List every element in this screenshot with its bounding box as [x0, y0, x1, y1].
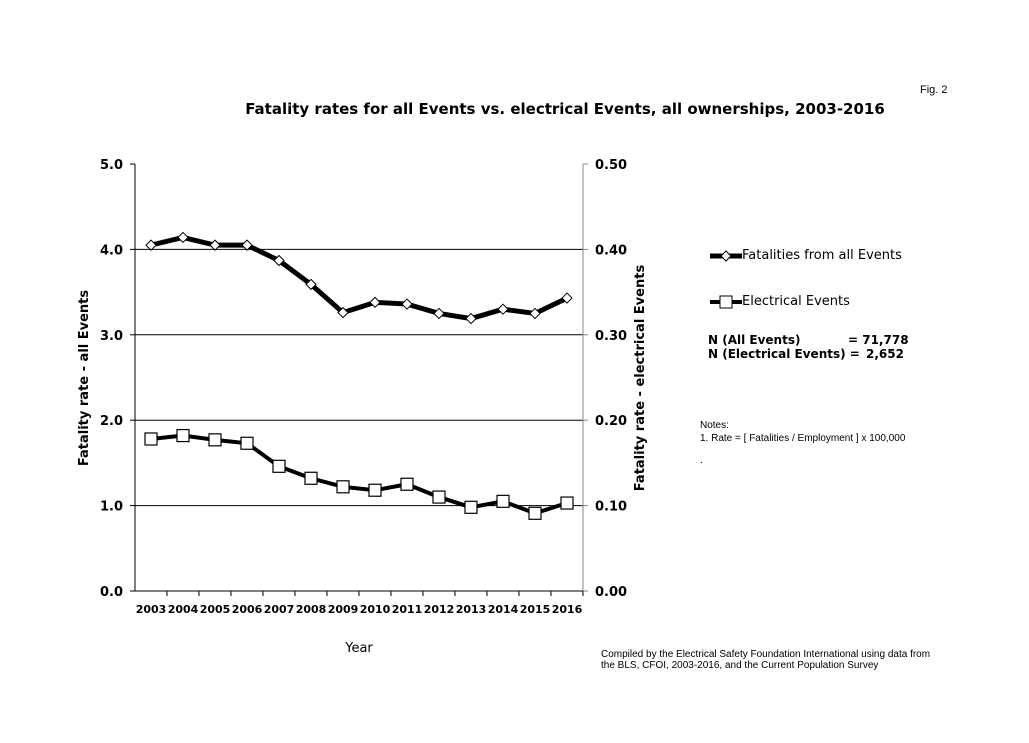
legend-label-all: Fatalities from all Events — [742, 248, 902, 263]
data-point-diamond — [529, 307, 541, 320]
x-axis-label: Year — [344, 641, 373, 656]
x-tick-label: 2012 — [424, 603, 455, 616]
data-point-diamond — [273, 254, 285, 267]
data-point-square — [528, 506, 542, 520]
legend-label-electrical: Electrical Events — [742, 294, 850, 309]
y-tick-right: 0.50 — [595, 158, 627, 173]
figure-label: Fig. 2 — [920, 84, 948, 96]
data-point-diamond — [145, 239, 157, 251]
data-point-square — [144, 432, 158, 446]
n-electrical-label: N (Electrical Events) = — [708, 347, 860, 361]
y-axis-label-right: Fatality rate - electrical Events — [633, 265, 648, 492]
source-line-2: the BLS, CFOI, 2003-2016, and the Curren… — [601, 660, 879, 671]
data-point-square — [368, 483, 382, 497]
y-tick-right: 0.00 — [595, 585, 627, 600]
data-point-diamond — [433, 307, 445, 320]
y-tick-left: 4.0 — [100, 243, 123, 258]
x-tick-label: 2016 — [552, 603, 583, 616]
source-line-1: Compiled by the Electrical Safety Founda… — [601, 649, 931, 660]
chart-title: Fatality rates for all Events vs. electr… — [245, 100, 885, 118]
data-point-square — [272, 459, 286, 473]
y-tick-right: 0.30 — [595, 329, 627, 344]
x-tick-label: 2003 — [136, 603, 167, 616]
data-point-diamond — [305, 278, 317, 291]
y-tick-right: 0.10 — [595, 500, 627, 515]
x-tick-label: 2006 — [232, 603, 263, 616]
y-tick-left: 3.0 — [100, 329, 123, 344]
y-tick-left: 0.0 — [100, 585, 123, 600]
data-point-square — [208, 433, 222, 447]
legend-marker-diamond — [720, 250, 732, 262]
y-tick-right: 0.40 — [595, 243, 627, 258]
x-tick-label: 2008 — [296, 603, 327, 616]
y-axis-label-left: Fatality rate - all Events — [77, 290, 92, 467]
legend-marker-square — [719, 295, 733, 309]
data-point-diamond — [465, 312, 477, 325]
x-tick-label: 2004 — [168, 603, 199, 616]
data-point-square — [176, 428, 190, 443]
notes-dot: . — [700, 455, 703, 466]
data-point-diamond — [177, 231, 189, 244]
data-point-diamond — [401, 298, 413, 310]
data-point-diamond — [209, 239, 221, 251]
y-tick-left: 2.0 — [100, 414, 123, 429]
y-tick-left: 5.0 — [100, 158, 123, 173]
data-point-diamond — [369, 296, 381, 309]
x-tick-label: 2013 — [456, 603, 487, 616]
y-tick-left: 1.0 — [100, 500, 123, 515]
data-point-diamond — [497, 303, 509, 315]
data-point-diamond — [561, 292, 573, 304]
y-tick-right: 0.20 — [595, 414, 627, 429]
n-all-label: N (All Events) — [708, 333, 801, 347]
x-tick-label: 2011 — [392, 603, 423, 616]
n-all-value: = 71,778 — [848, 333, 909, 347]
x-tick-label: 2015 — [520, 603, 551, 616]
data-point-square — [304, 471, 318, 485]
data-point-square — [560, 496, 574, 510]
notes-item: 1. Rate = [ Fatalities / Employment ] x … — [700, 433, 906, 444]
data-point-diamond — [241, 239, 253, 251]
notes-heading: Notes: — [700, 420, 729, 431]
data-point-square — [464, 500, 478, 514]
data-point-square — [240, 436, 254, 450]
data-point-square — [336, 480, 350, 494]
data-point-square — [432, 490, 446, 504]
data-point-square — [496, 494, 510, 508]
x-tick-label: 2009 — [328, 603, 359, 616]
x-tick-label: 2014 — [488, 603, 519, 616]
x-tick-label: 2007 — [264, 603, 295, 616]
x-tick-label: 2010 — [360, 603, 391, 616]
n-electrical-value: 2,652 — [866, 347, 904, 361]
data-point-square — [400, 477, 414, 491]
data-point-diamond — [337, 306, 349, 319]
x-tick-label: 2005 — [200, 603, 231, 616]
